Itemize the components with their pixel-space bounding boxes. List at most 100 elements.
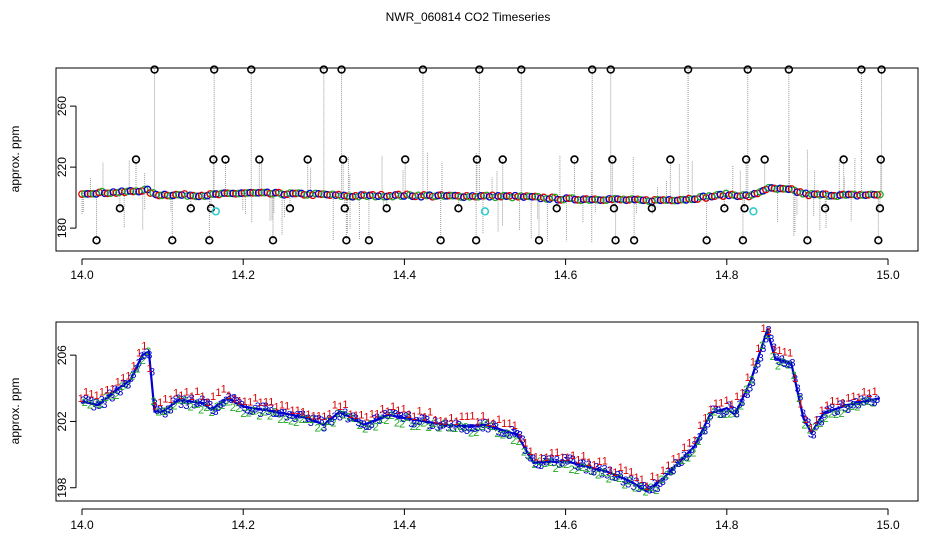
series-1-point: 1: [205, 397, 211, 409]
series-3-point: 3: [631, 481, 637, 493]
series-3-point: 3: [257, 408, 263, 420]
series-3-point: 3: [141, 350, 147, 362]
series-3-point: 3: [424, 414, 430, 426]
series-3-point: 3: [112, 384, 118, 396]
series-2-point: 2: [754, 358, 760, 370]
series-1-point: 1: [501, 418, 507, 430]
series-3-point: 3: [623, 475, 629, 487]
series-2-point: 2: [505, 428, 511, 440]
series-1-point: 1: [517, 433, 523, 445]
series-3-point: 3: [347, 412, 353, 424]
data-point: [668, 196, 676, 205]
series-1-point: 1: [792, 373, 798, 385]
series-2-point: 2: [489, 421, 495, 433]
series-2-point: 2: [817, 418, 823, 430]
data-point: [223, 189, 232, 198]
series-2-point: 2: [701, 425, 707, 437]
series-1-point: 1: [342, 399, 348, 411]
series-3-point: 3: [821, 409, 827, 421]
series-2-point: 2: [812, 421, 818, 433]
series-3-point: 3: [596, 463, 602, 475]
series-3-point: 3: [170, 396, 176, 408]
series-2-point: 2: [494, 428, 500, 440]
series-3-point: 3: [580, 458, 586, 470]
data-point: [317, 190, 326, 199]
data-point: [126, 187, 135, 195]
series-1-point: 1: [803, 414, 809, 426]
flagged-point: [741, 155, 751, 164]
series-2-point: 2: [135, 364, 141, 376]
series-3-point: 3: [736, 399, 742, 411]
series-2-point: 2: [383, 415, 389, 427]
series-3-point: 3: [186, 395, 192, 407]
series-2-point: 2: [738, 401, 744, 413]
series-1-point: 1: [829, 396, 835, 408]
series-2-point: 2: [801, 419, 807, 431]
flagged-point: [342, 236, 351, 245]
series-3-point: 3: [271, 408, 277, 420]
series-2-point: 2: [214, 401, 220, 413]
series-1-point: 1: [274, 402, 280, 414]
series-1-point: 1: [321, 411, 327, 423]
series-3-point: 3: [361, 419, 367, 431]
series-3-point: 3: [144, 347, 150, 359]
series-3-point: 3: [273, 408, 279, 420]
series-1-point: 1: [633, 472, 639, 484]
series-3-point: 3: [197, 397, 203, 409]
series-3-point: 3: [755, 358, 761, 370]
series-3-point: 3: [488, 421, 494, 433]
series-3-point: 3: [228, 394, 234, 406]
flagged-point: [186, 204, 196, 213]
x-tick-label: 14.8: [715, 518, 739, 532]
series-1-point: 1: [432, 415, 438, 427]
data-point: [132, 187, 140, 196]
series-3-point: 3: [244, 404, 250, 416]
series-3-point: 3: [414, 415, 420, 427]
flagged-point: [570, 155, 579, 164]
series-1-point: 1: [559, 452, 565, 464]
series-3-point: 3: [350, 411, 356, 423]
series-2-point: 2: [441, 418, 447, 430]
x-tick-label: 14.8: [715, 268, 739, 282]
series-3-point: 3: [609, 471, 615, 483]
series-2-point: 2: [791, 370, 797, 382]
data-point: [656, 196, 665, 205]
series-3-point: 3: [512, 427, 518, 439]
series-2-point: 2: [770, 351, 776, 363]
series-3-point: 3: [128, 373, 134, 385]
series-3-point: 3: [363, 421, 369, 433]
series-3-point: 3: [559, 458, 565, 470]
series-2-point: 2: [150, 396, 156, 408]
series-2-point: 2: [293, 417, 299, 429]
data-point: [653, 196, 662, 204]
series-3-point: 3: [263, 401, 269, 413]
series-2-point: 2: [277, 414, 283, 426]
series-3-point: 3: [681, 450, 687, 462]
data-point: [844, 190, 853, 199]
series-2-point: 2: [177, 394, 183, 406]
series-3-point: 3: [601, 464, 607, 476]
series-3-point: 3: [808, 428, 814, 440]
data-point: [824, 192, 833, 200]
series-3-point: 3: [570, 454, 576, 466]
flagged-point: [683, 65, 693, 74]
series-1-point: 1: [787, 348, 793, 360]
series-2-point: 2: [653, 485, 659, 497]
series-2-point: 2: [235, 403, 241, 415]
series-1-point: 1: [866, 388, 872, 400]
series-3-point: 3: [313, 414, 319, 426]
series-2-point: 2: [283, 414, 289, 426]
series-2-point: 2: [129, 370, 135, 382]
series-3-point: 3: [506, 430, 512, 442]
y-tick-label: 198: [55, 477, 69, 497]
x-tick-label: 14.2: [232, 518, 256, 532]
series-3-point: 3: [699, 426, 705, 438]
series-2-point: 2: [479, 421, 485, 433]
series-2-point: 2: [341, 409, 347, 421]
flagged-point: [285, 204, 295, 213]
data-point: [676, 195, 685, 204]
flagged-point: [319, 65, 328, 74]
series-1-point: 1: [438, 415, 444, 427]
series-3-point: 3: [842, 402, 848, 414]
series-1-point: 1: [533, 451, 539, 463]
